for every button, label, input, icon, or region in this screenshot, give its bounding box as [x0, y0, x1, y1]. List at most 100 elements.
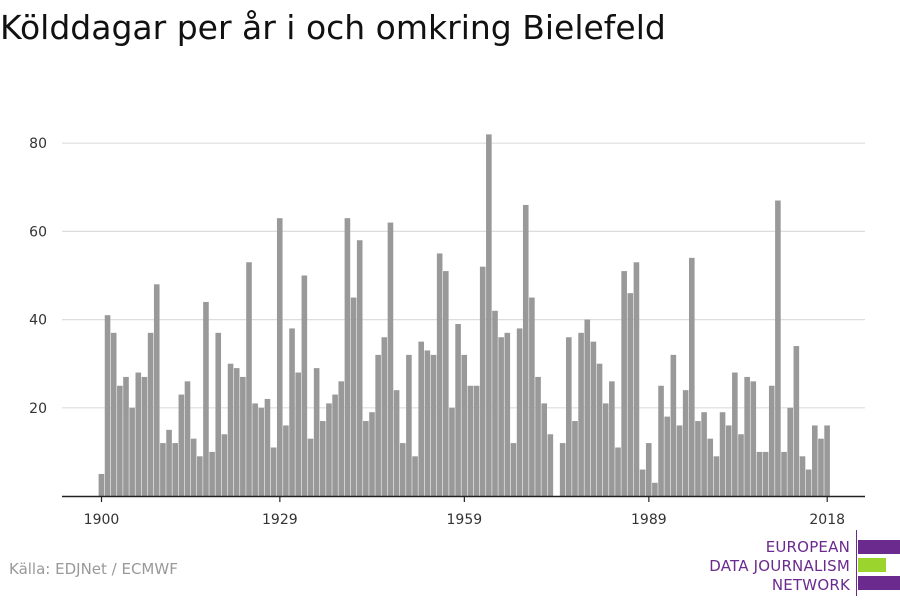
bar-1943[interactable]	[363, 421, 369, 496]
bar-1995[interactable]	[682, 390, 689, 496]
bar-1933[interactable]	[301, 275, 308, 497]
bar-1973[interactable]	[547, 434, 554, 496]
bar-1985[interactable]	[621, 271, 627, 496]
bar-1967[interactable]	[510, 443, 517, 496]
bar-1963[interactable]	[486, 134, 492, 496]
bar-1910[interactable]	[160, 443, 166, 496]
bar-2003[interactable]	[732, 372, 738, 496]
bar-2017[interactable]	[818, 438, 824, 496]
bar-1982[interactable]	[602, 403, 609, 496]
bar-1994[interactable]	[676, 425, 683, 496]
bar-1992[interactable]	[664, 416, 670, 496]
bar-2012[interactable]	[787, 407, 793, 496]
bar-1931[interactable]	[289, 328, 295, 496]
bar-1979[interactable]	[584, 319, 591, 496]
bar-1901[interactable]	[104, 315, 111, 496]
bar-1953[interactable]	[424, 350, 431, 496]
bar-1975[interactable]	[559, 443, 566, 496]
bar-1987[interactable]	[633, 262, 640, 496]
bar-1962[interactable]	[479, 266, 486, 496]
bar-1945[interactable]	[375, 354, 381, 496]
bar-1936[interactable]	[320, 421, 326, 496]
bar-1977[interactable]	[572, 421, 578, 496]
bar-2006[interactable]	[750, 381, 757, 496]
bar-1915[interactable]	[190, 438, 197, 496]
bar-1969[interactable]	[522, 204, 529, 496]
bar-1912[interactable]	[172, 443, 178, 496]
bar-2009[interactable]	[768, 385, 775, 496]
bar-1978[interactable]	[578, 332, 584, 496]
bar-2018[interactable]	[824, 425, 830, 496]
bar-1960[interactable]	[467, 385, 474, 496]
bar-1919[interactable]	[215, 332, 222, 496]
edjnet-logo[interactable]: EUROPEAN DATA JOURNALISM NETWORK	[700, 530, 900, 596]
bar-1997[interactable]	[695, 421, 701, 496]
bar-2002[interactable]	[725, 425, 732, 496]
bar-1939[interactable]	[338, 381, 345, 496]
bar-1972[interactable]	[541, 403, 547, 496]
bar-1980[interactable]	[590, 341, 597, 496]
bar-1913[interactable]	[178, 394, 185, 496]
bar-1920[interactable]	[221, 434, 228, 496]
bar-2013[interactable]	[793, 346, 800, 496]
bar-2008[interactable]	[762, 451, 769, 496]
bar-1983[interactable]	[609, 381, 615, 496]
bar-2001[interactable]	[719, 412, 726, 496]
bar-1981[interactable]	[596, 363, 603, 496]
bar-1998[interactable]	[701, 412, 707, 496]
bar-1951[interactable]	[412, 456, 418, 496]
bar-2005[interactable]	[744, 376, 750, 496]
bar-1921[interactable]	[227, 363, 234, 496]
bar-1930[interactable]	[283, 425, 289, 496]
bar-1925[interactable]	[252, 403, 258, 496]
bar-2010[interactable]	[775, 200, 781, 496]
bar-1965[interactable]	[498, 337, 504, 496]
bar-1996[interactable]	[689, 257, 695, 496]
bar-2014[interactable]	[799, 456, 806, 496]
bar-2007[interactable]	[756, 451, 763, 496]
bar-1908[interactable]	[147, 332, 154, 496]
bar-1984[interactable]	[615, 447, 621, 496]
bar-1934[interactable]	[307, 438, 314, 496]
bar-1954[interactable]	[430, 354, 437, 496]
bar-1906[interactable]	[135, 372, 142, 496]
bar-1905[interactable]	[129, 407, 135, 496]
bar-1942[interactable]	[356, 240, 363, 496]
bar-1988[interactable]	[639, 469, 646, 496]
bar-1926[interactable]	[258, 407, 265, 496]
bar-1950[interactable]	[406, 354, 412, 496]
bar-1964[interactable]	[492, 310, 498, 496]
bar-1932[interactable]	[295, 372, 301, 496]
bar-1935[interactable]	[313, 368, 320, 496]
bar-1928[interactable]	[270, 447, 277, 496]
bar-1938[interactable]	[332, 394, 338, 496]
bar-1952[interactable]	[418, 341, 424, 496]
bar-1937[interactable]	[326, 403, 332, 496]
bar-1970[interactable]	[529, 297, 535, 496]
bar-1989[interactable]	[645, 443, 652, 496]
bar-1944[interactable]	[369, 412, 375, 496]
bar-1993[interactable]	[670, 354, 677, 496]
bar-1900[interactable]	[98, 473, 105, 496]
bar-1986[interactable]	[627, 293, 634, 496]
bar-1947[interactable]	[387, 222, 394, 496]
bar-1929[interactable]	[276, 218, 283, 497]
bar-1903[interactable]	[117, 385, 123, 496]
bar-1914[interactable]	[184, 381, 191, 496]
bar-1904[interactable]	[123, 376, 129, 496]
bar-1959[interactable]	[461, 354, 468, 496]
bar-1907[interactable]	[141, 376, 148, 496]
bar-1971[interactable]	[535, 376, 541, 496]
bar-1940[interactable]	[344, 218, 351, 497]
bar-1918[interactable]	[209, 451, 215, 496]
bar-2016[interactable]	[812, 425, 818, 496]
bar-1999[interactable]	[707, 438, 714, 496]
bar-1941[interactable]	[350, 297, 357, 496]
bar-1991[interactable]	[658, 385, 664, 496]
bar-1923[interactable]	[240, 376, 246, 496]
bar-1990[interactable]	[652, 482, 658, 496]
bar-1909[interactable]	[153, 284, 160, 496]
bar-1917[interactable]	[203, 301, 209, 496]
bar-1966[interactable]	[504, 332, 511, 496]
bar-1961[interactable]	[473, 385, 480, 496]
